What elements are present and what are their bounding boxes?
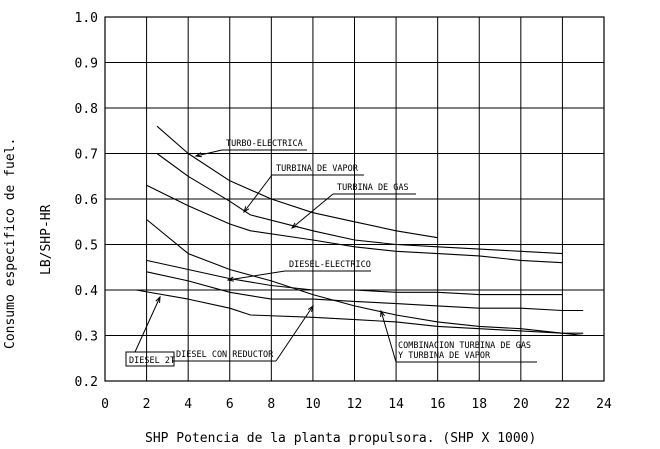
x-tick-label: 16 — [430, 397, 446, 412]
x-tick-label: 18 — [471, 397, 487, 412]
y-axis-label-inner: LB/SHP-HR — [39, 204, 54, 275]
y-tick-label: 1.0 — [75, 11, 98, 26]
annotation-leader-head — [380, 309, 385, 318]
x-tick-label: 0 — [101, 397, 109, 412]
series-line-turbina-de-vapor — [156, 153, 563, 255]
annotation-combinacion-line1: COMBINACION TURBINA DE GAS — [398, 341, 531, 351]
series-line-combinacion — [146, 219, 584, 334]
annotation-leader — [134, 296, 161, 353]
annotation-leader — [195, 149, 223, 157]
annotation-leader — [275, 305, 314, 362]
x-tick-label: 10 — [305, 397, 321, 412]
y-tick-label: 0.6 — [75, 193, 98, 208]
annotation-turbo-electrica: TURBO-ELECTRICA — [226, 139, 303, 149]
annotation-leader-head — [307, 304, 314, 312]
x-tick-label: 14 — [388, 397, 404, 412]
series-line-diesel-electrico — [146, 259, 563, 296]
grid — [105, 17, 604, 381]
annotation-leader-head — [194, 152, 203, 158]
y-axis-label-outer: Consumo especifico de fuel. — [3, 138, 18, 349]
x-tick-label: 4 — [184, 397, 192, 412]
plot-border — [104, 16, 605, 382]
plot-frame — [104, 16, 605, 382]
x-tick-label: 8 — [267, 397, 275, 412]
annotation-leaders — [125, 149, 537, 367]
annotation-diesel-con-reductor: DIESEL CON REDUCTOR — [176, 350, 274, 360]
annotation-leader-head — [155, 295, 161, 304]
y-tick-label: 0.2 — [75, 375, 98, 390]
tick-labels: 0 2 4 6 8 10 12 14 16 18 20 22 240.20.30.40.50.60.70… — [75, 11, 612, 412]
series-lines — [136, 125, 584, 337]
series-line-turbo-electrica — [156, 125, 438, 239]
annotation-diesel-electrico: DIESEL-ELECTRICO — [289, 260, 371, 270]
annotations: TURBO-ELECTRICA TURBINA DE VAPOR TURBINA… — [129, 139, 531, 366]
y-tick-label: 0.9 — [75, 57, 98, 72]
x-tick-label: 20 — [513, 397, 529, 412]
x-axis-label: SHP Potencia de la planta propulsora. (S… — [145, 431, 536, 446]
annotation-turbina-de-vapor: TURBINA DE VAPOR — [276, 164, 359, 174]
x-tick-label: 2 — [143, 397, 151, 412]
annotation-diesel-2t: DIESEL 2T — [129, 356, 175, 366]
y-tick-label: 0.4 — [75, 284, 99, 299]
annotation-leader — [380, 310, 397, 363]
x-tick-label: 6 — [226, 397, 234, 412]
annotation-box-diesel-2t — [125, 351, 175, 367]
y-tick-label: 0.5 — [75, 239, 98, 254]
y-tick-label: 0.8 — [75, 102, 98, 117]
y-tick-label: 0.3 — [75, 330, 98, 345]
annotation-leader-head — [226, 276, 234, 282]
annotation-leader-head — [290, 222, 298, 229]
annotation-leader-head — [243, 206, 250, 214]
x-tick-label: 24 — [596, 397, 612, 412]
annotation-leader — [291, 193, 334, 229]
annotation-combinacion-line2: Y TURBINA DE VAPOR — [398, 351, 491, 361]
series-line-diesel-2t — [136, 289, 584, 337]
annotation-leader — [243, 174, 273, 213]
annotation-leader — [227, 270, 286, 281]
x-tick-label: 12 — [347, 397, 363, 412]
series-line-diesel-con-reductor — [146, 271, 584, 312]
x-tick-label: 22 — [555, 397, 571, 412]
y-tick-label: 0.7 — [75, 148, 98, 163]
annotation-turbina-de-gas: TURBINA DE GAS — [337, 183, 409, 193]
series-line-turbina-de-gas — [146, 184, 563, 264]
